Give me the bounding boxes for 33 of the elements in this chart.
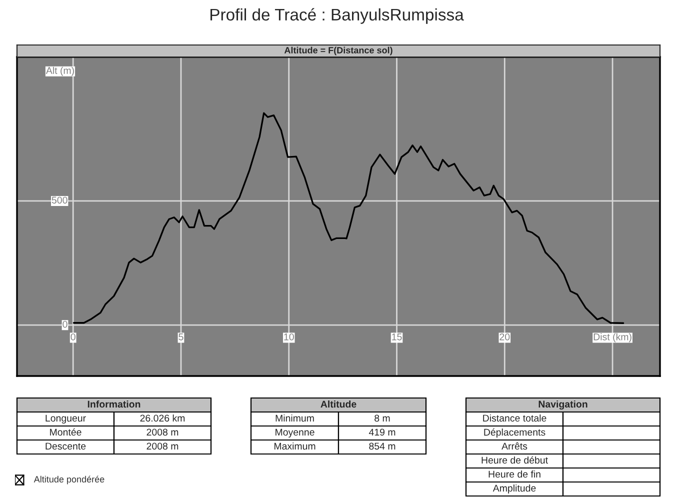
text: Altitude — [320, 400, 356, 408]
y-axis-title: Alt (m) — [46, 66, 74, 76]
y-tick-label: 500 — [52, 196, 68, 204]
category-label: Heure de début — [482, 456, 548, 464]
chart-subtitle: Altitude = F(Distance sol) — [284, 46, 392, 56]
text: Information — [88, 400, 140, 408]
text: 8 m — [374, 414, 390, 422]
text: 2008 m — [146, 442, 178, 450]
x-tick-label: 5 — [178, 334, 184, 340]
category-label: Déplacements — [484, 428, 546, 438]
category-label: Moyenne — [276, 428, 314, 438]
x-axis-title: Dist (km) — [594, 333, 632, 342]
x-tick-label: 10 — [284, 333, 294, 340]
category-label: Heure de fin — [488, 470, 540, 478]
category-label: Arrêts — [502, 442, 528, 450]
text: Altitude pondérée — [34, 476, 104, 484]
text: 854 m — [369, 442, 396, 450]
category-label: Amplitude — [492, 484, 536, 494]
x-tick-label: 15 — [392, 334, 402, 340]
text: 419 m — [368, 428, 396, 436]
category-label: Distance totale — [483, 414, 546, 422]
category-label: Longueur — [46, 414, 86, 424]
chart-title: Profil de Tracé : BanyulsRumpissa — [210, 8, 464, 24]
text: 2008 m — [146, 428, 178, 436]
category-label: Minimum — [276, 414, 314, 422]
x-tick-label: 20 — [500, 333, 510, 340]
category-label: Descente — [46, 442, 86, 450]
line-series — [72, 112, 624, 324]
text: Navigation — [538, 400, 588, 410]
category-label: Maximum — [274, 442, 316, 450]
category-label: Montée — [50, 428, 82, 436]
x-tick-label: 0 — [70, 333, 76, 340]
text: 26.026 km — [140, 414, 185, 422]
